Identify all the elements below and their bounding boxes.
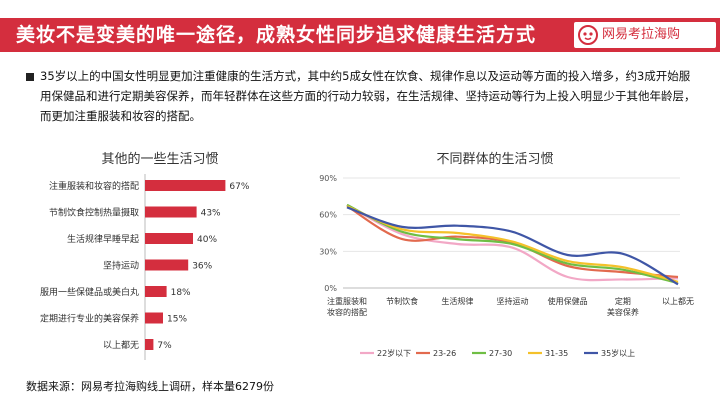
bar-value-label: 67% bbox=[229, 182, 249, 192]
bar-chart: 注重服装和妆容的搭配 67% 节制饮食控制热量摄取 43% 生活规律早睡早起 40% 坚持运… bbox=[40, 174, 250, 360]
x-tick-label: 注重服装和 bbox=[327, 296, 367, 306]
bar-value-label: 40% bbox=[197, 235, 217, 245]
legend-label: 23-26 bbox=[433, 349, 456, 358]
x-tick-label: 定期 bbox=[615, 296, 631, 306]
header-bar: 美妆不是变美的唯一途径，成熟女性同步追求健康生活方式 网易考拉海购 bbox=[0, 18, 720, 52]
legend-label: 31-35 bbox=[545, 349, 568, 358]
x-tick-label: 使用保健品 bbox=[548, 296, 588, 306]
bar bbox=[145, 233, 193, 244]
x-tick-label: 节制饮食 bbox=[386, 296, 418, 306]
legend-label: 35岁以上 bbox=[601, 348, 635, 358]
bar-value-label: 43% bbox=[201, 209, 221, 219]
y-tick-label: 60% bbox=[319, 211, 337, 220]
bullet-marker bbox=[26, 73, 34, 81]
bar-category-label: 定期进行专业的美容保养 bbox=[40, 313, 139, 325]
x-tick-label: 坚持运动 bbox=[497, 296, 529, 306]
line-chart: 0% 30% 60% 90% 注重服装和妆容的搭配 节制饮食 生活规律 坚持运动 使用保健品 定期… bbox=[319, 174, 694, 358]
series-line bbox=[346, 205, 679, 279]
bar-category-label: 注重服装和妆容的搭配 bbox=[49, 180, 139, 192]
bar-category-label: 坚持运动 bbox=[103, 260, 139, 272]
bar bbox=[145, 286, 167, 297]
y-tick-label: 90% bbox=[319, 174, 337, 183]
series-line bbox=[346, 203, 679, 282]
legend-label: 27-30 bbox=[489, 349, 512, 358]
bar-category-label: 节制饮食控制热量摄取 bbox=[49, 207, 139, 219]
legend-label: 22岁以下 bbox=[377, 348, 411, 358]
y-tick-label: 0% bbox=[324, 284, 337, 293]
bar-category-label: 以上都无 bbox=[103, 340, 139, 351]
bar-value-label: 18% bbox=[171, 288, 191, 298]
bar bbox=[145, 339, 154, 350]
bar bbox=[145, 180, 226, 191]
bar-category-label: 生活规律早睡早起 bbox=[67, 233, 139, 245]
line-chart-title: 不同群体的生活习惯 bbox=[436, 152, 554, 167]
y-tick-label: 30% bbox=[319, 247, 337, 256]
data-source: 数据来源：网易考拉海购线上调研，样本量6279份 bbox=[26, 380, 274, 393]
bar bbox=[145, 259, 189, 271]
summary-text: 35岁以上的中国女性明显更加注重健康的生活方式，其中约5成女性在饮食、规律作息以… bbox=[40, 69, 696, 123]
bar bbox=[145, 206, 197, 218]
bar-value-label: 7% bbox=[157, 341, 172, 351]
x-tick-label: 美容保养 bbox=[607, 307, 639, 317]
bar-category-label: 服用一些保健品或美白丸 bbox=[40, 286, 139, 298]
koala-logo-icon bbox=[578, 25, 598, 45]
x-tick-label: 以上都无 bbox=[662, 297, 694, 306]
series-line bbox=[346, 206, 679, 286]
brand-logo-text: 网易考拉海购 bbox=[602, 27, 681, 42]
bar-value-label: 36% bbox=[192, 262, 212, 272]
brand-logo: 网易考拉海购 bbox=[574, 22, 716, 48]
bar-chart-title: 其他的一些生活习惯 bbox=[101, 152, 219, 167]
x-tick-label: 生活规律 bbox=[441, 296, 473, 306]
series-line bbox=[346, 205, 679, 283]
x-tick-label: 妆容的搭配 bbox=[327, 307, 367, 317]
bar bbox=[145, 312, 163, 324]
series-line bbox=[346, 203, 679, 285]
bar-value-label: 15% bbox=[167, 315, 187, 325]
page-title: 美妆不是变美的唯一途径，成熟女性同步追求健康生活方式 bbox=[16, 24, 537, 46]
